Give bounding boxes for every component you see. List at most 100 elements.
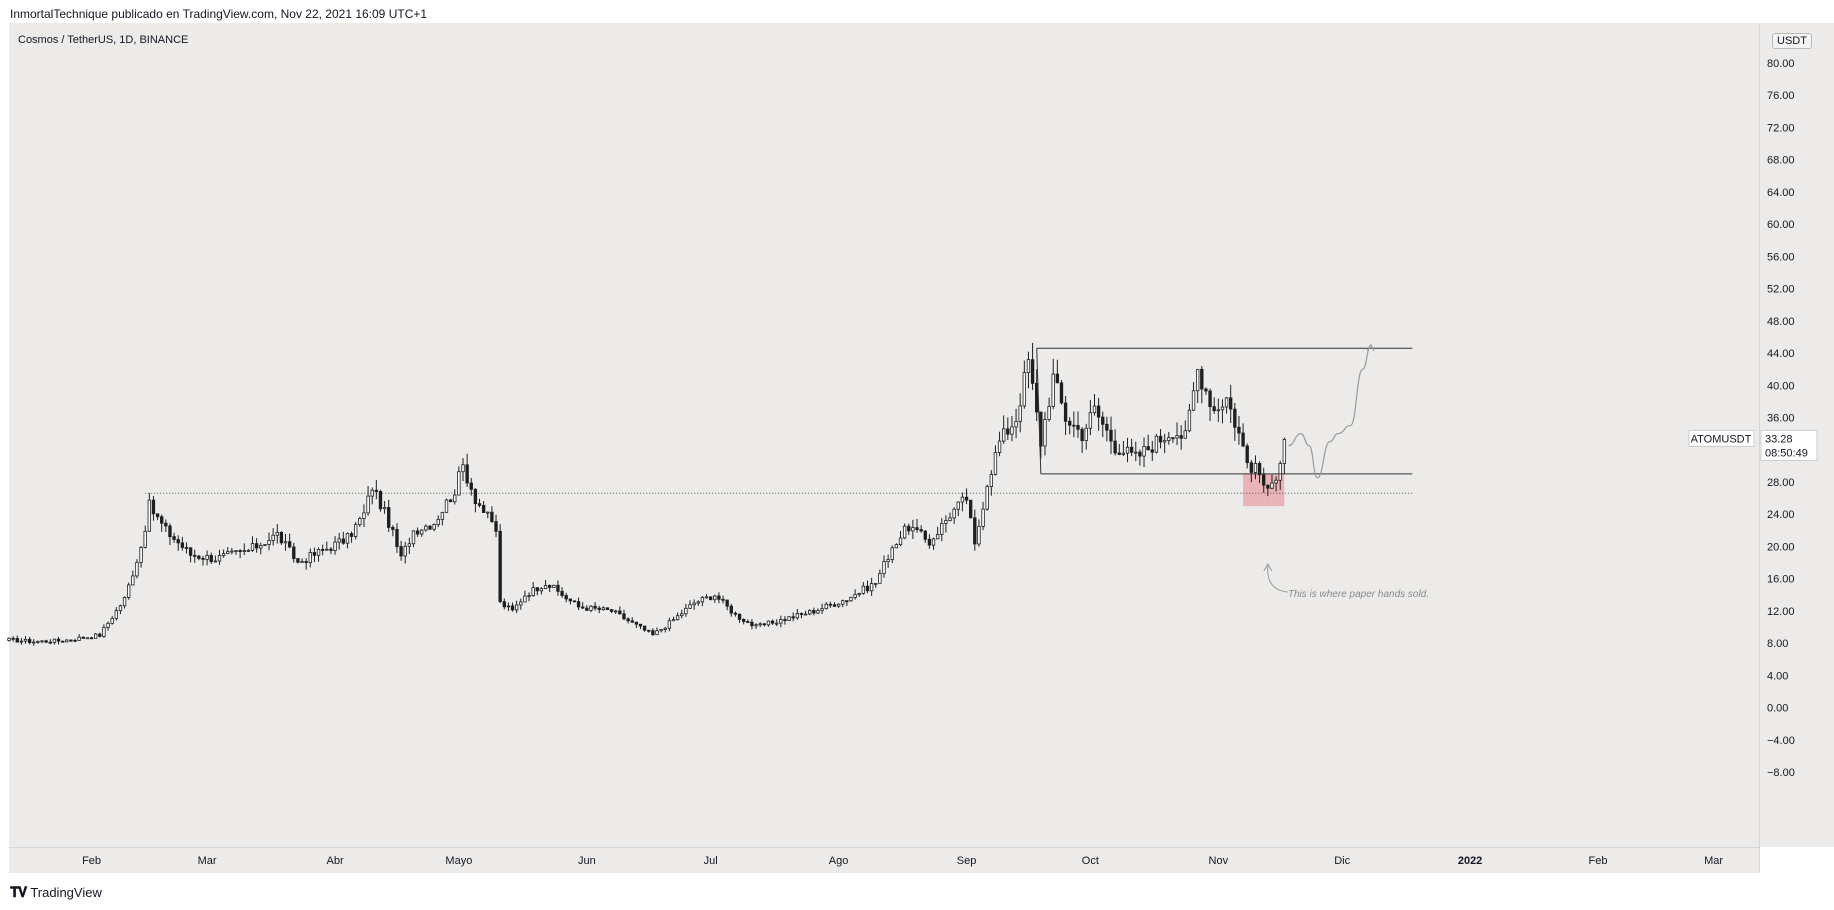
- y-tick-label: −4.00: [1767, 735, 1795, 747]
- candle: [638, 623, 643, 630]
- candle: [853, 589, 857, 600]
- candle-body: [118, 605, 123, 611]
- candle: [453, 489, 457, 505]
- candle-body: [853, 594, 857, 598]
- candle: [1282, 437, 1287, 475]
- candle-body: [27, 638, 32, 644]
- candle-body: [36, 640, 40, 643]
- candle: [287, 533, 292, 549]
- candle-body: [374, 489, 379, 492]
- candle: [956, 501, 960, 517]
- candle: [358, 516, 362, 527]
- y-tick-label: 48.00: [1767, 316, 1795, 328]
- symbol-title: Cosmos / TetherUS, 1D, BINANCE: [18, 34, 189, 46]
- candle: [585, 605, 589, 611]
- candle: [531, 581, 535, 597]
- candle: [1266, 484, 1270, 497]
- candle: [593, 601, 597, 611]
- candle: [370, 487, 374, 505]
- currency-badge[interactable]: USDT: [1772, 33, 1812, 49]
- candle-body: [828, 603, 833, 606]
- candle: [832, 602, 837, 608]
- candle: [205, 550, 209, 566]
- candle-body: [820, 608, 824, 611]
- candle: [581, 602, 585, 609]
- candle: [1187, 403, 1192, 433]
- candle-body: [1200, 368, 1204, 390]
- candle: [420, 529, 424, 537]
- candle: [1043, 411, 1047, 456]
- candle-body: [531, 587, 535, 597]
- candle-body: [1282, 439, 1287, 465]
- candle-body: [733, 612, 738, 615]
- candle: [865, 580, 870, 594]
- candle-body: [725, 599, 729, 607]
- x-tick-label: Feb: [1589, 855, 1608, 867]
- candle: [40, 640, 44, 644]
- candle: [1051, 358, 1055, 410]
- candle-body: [1105, 423, 1109, 431]
- candle-body: [1253, 463, 1258, 473]
- candle: [775, 619, 779, 627]
- candle: [622, 609, 626, 621]
- candle-body: [651, 630, 655, 636]
- candle-body: [1249, 462, 1254, 473]
- candle-body: [337, 538, 341, 543]
- candle: [118, 604, 123, 615]
- candle: [494, 514, 498, 538]
- candle-body: [312, 552, 317, 556]
- candle-body: [642, 625, 647, 631]
- candle-body: [1134, 451, 1138, 454]
- candle: [477, 498, 482, 508]
- candle: [354, 521, 358, 540]
- annotation-arrow[interactable]: [1267, 565, 1288, 593]
- candle: [514, 600, 519, 614]
- candle: [543, 580, 548, 590]
- candle: [1101, 411, 1105, 438]
- time-axis[interactable]: [9, 848, 1759, 873]
- candle-body: [609, 609, 614, 612]
- candle-body: [589, 605, 593, 611]
- candle-body: [1245, 445, 1249, 464]
- candle-body: [552, 584, 556, 588]
- candle-body: [902, 525, 907, 539]
- candle: [952, 507, 956, 524]
- candle: [226, 547, 230, 555]
- candle: [746, 619, 750, 623]
- candle: [349, 531, 354, 543]
- candle-body: [1010, 426, 1014, 435]
- candle: [1117, 444, 1121, 456]
- candle: [766, 620, 771, 627]
- annotation-arrowhead: [1263, 562, 1273, 572]
- candle: [1229, 384, 1233, 423]
- candle-body: [502, 601, 506, 608]
- candle-body: [1257, 463, 1262, 476]
- candle: [1191, 382, 1196, 411]
- candle-body: [758, 623, 762, 626]
- candle: [1055, 359, 1060, 384]
- candle-body: [841, 600, 845, 605]
- candle: [919, 525, 923, 533]
- candle: [93, 633, 98, 639]
- candle-body: [19, 640, 24, 643]
- candle: [60, 640, 65, 643]
- candle-body: [213, 560, 218, 563]
- candle-body: [836, 603, 841, 607]
- chart-pane[interactable]: [9, 23, 1759, 847]
- candle: [527, 592, 531, 602]
- candle-body: [1080, 428, 1084, 442]
- annotation-text[interactable]: This is where paper hands sold.: [1288, 589, 1429, 600]
- candle: [564, 592, 568, 603]
- candle: [180, 536, 185, 551]
- candle: [19, 637, 24, 645]
- candle: [333, 536, 337, 555]
- candle: [490, 506, 494, 523]
- candle: [576, 597, 581, 611]
- candle: [300, 558, 304, 563]
- candle: [27, 636, 32, 645]
- projection-path[interactable]: [1288, 344, 1372, 479]
- candle: [911, 519, 915, 539]
- range-left-edge[interactable]: [1036, 348, 1042, 474]
- candle-body: [861, 585, 866, 594]
- candle: [1212, 397, 1216, 414]
